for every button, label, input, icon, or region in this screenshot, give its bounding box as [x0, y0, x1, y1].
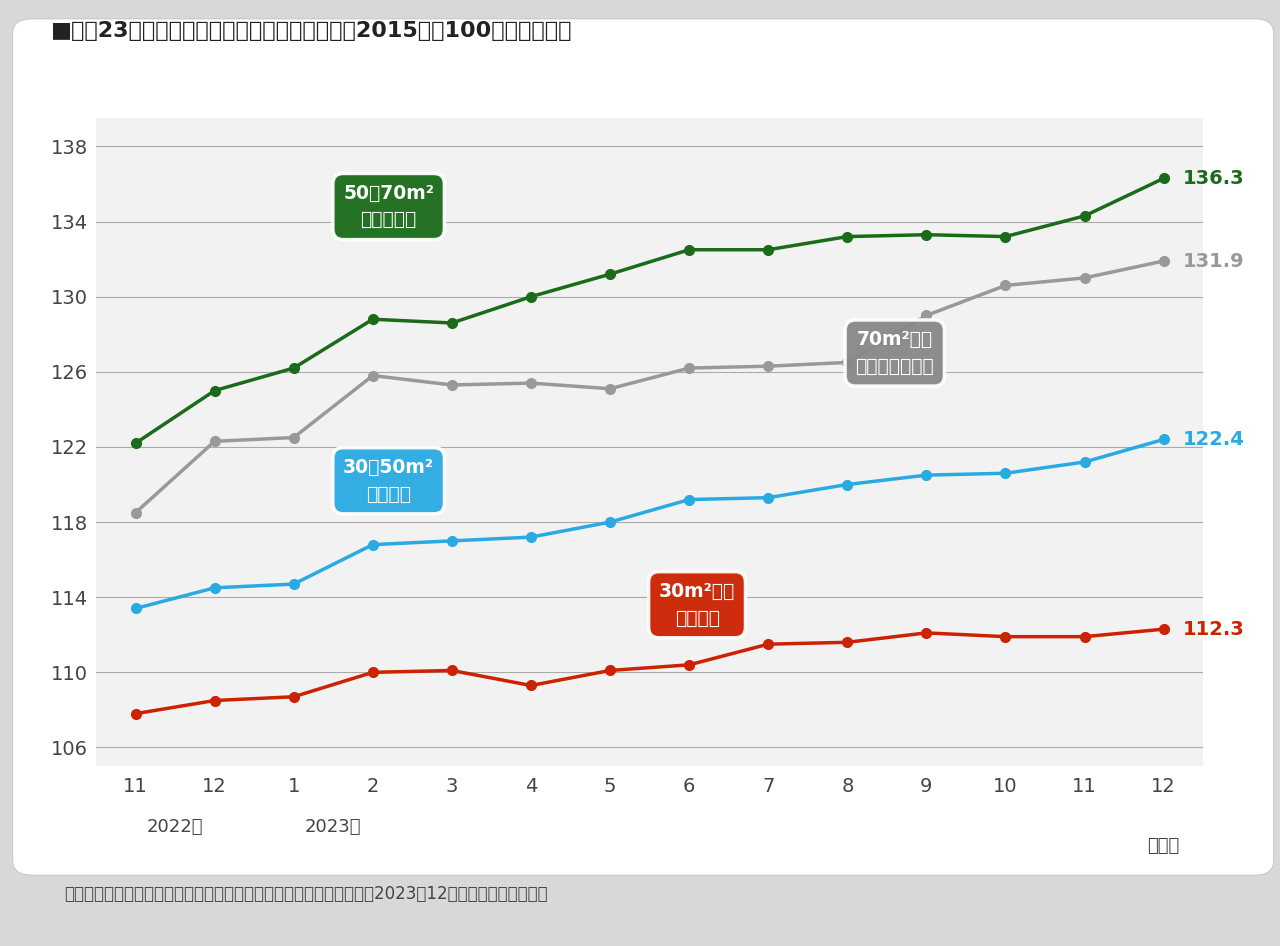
- Text: 30m²未満
シングル: 30m²未満 シングル: [659, 582, 735, 627]
- Text: 136.3: 136.3: [1183, 168, 1244, 188]
- Text: 122.4: 122.4: [1183, 429, 1245, 449]
- Text: 112.3: 112.3: [1183, 620, 1245, 639]
- Text: 50～70m²
ファミリー: 50～70m² ファミリー: [343, 184, 434, 229]
- Text: 2022年: 2022年: [147, 818, 204, 836]
- Text: 2023年: 2023年: [305, 818, 361, 836]
- Text: 131.9: 131.9: [1183, 252, 1244, 271]
- Text: 出典：全国主要都市の「賃貸マンション・アパート」募集家賃動向（2023年12月）アットホーム調べ: 出典：全国主要都市の「賃貸マンション・アパート」募集家賃動向（2023年12月）…: [64, 885, 548, 903]
- Text: （月）: （月）: [1148, 837, 1180, 855]
- Text: 70m²以上
大型ファミリー: 70m²以上 大型ファミリー: [855, 330, 934, 376]
- Text: ■東京23区－マンション平均家賃指数の推移（2015年＝100としたもの）: ■東京23区－マンション平均家賃指数の推移（2015年＝100としたもの）: [51, 21, 572, 41]
- Text: 30～50m²
カップル: 30～50m² カップル: [343, 458, 434, 503]
